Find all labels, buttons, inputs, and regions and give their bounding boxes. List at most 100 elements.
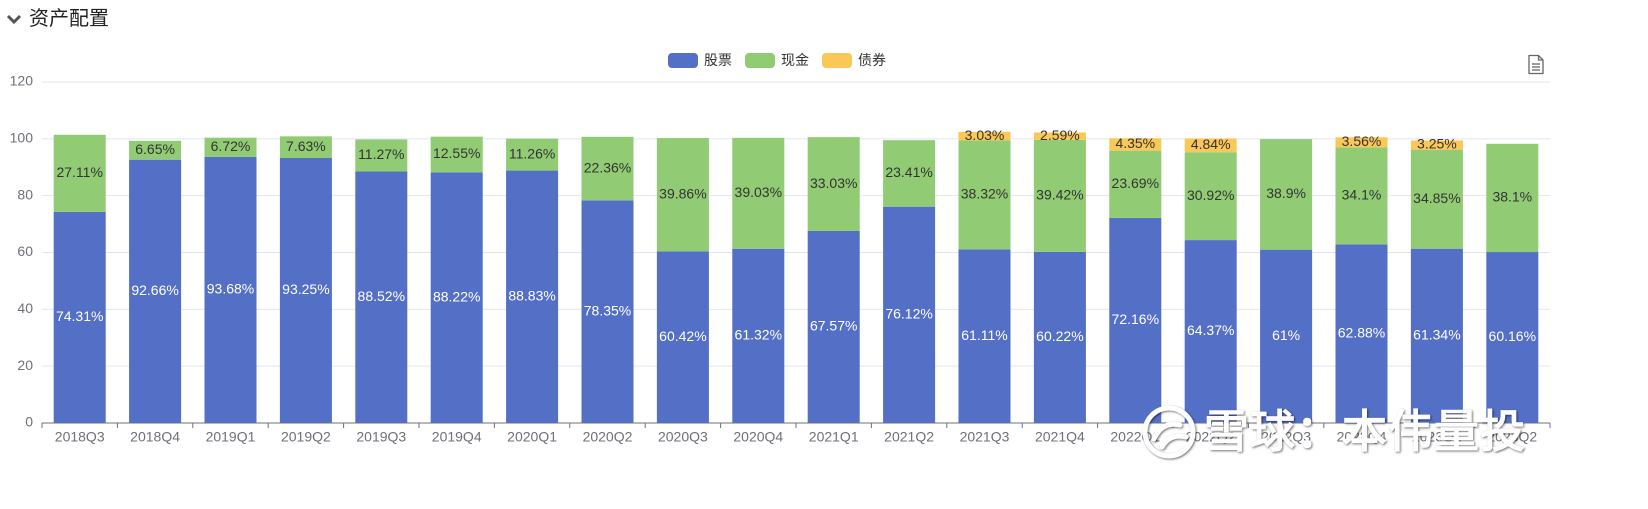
bar-segment[interactable] xyxy=(279,136,332,159)
x-tick-label: 2020Q2 xyxy=(583,429,633,445)
data-label: 34.1% xyxy=(1342,187,1382,203)
data-label: 3.03% xyxy=(965,127,1005,143)
data-label: 78.35% xyxy=(584,302,631,318)
legend-item-bonds[interactable]: 债券 xyxy=(822,51,886,69)
bar-segment[interactable] xyxy=(1410,140,1463,150)
x-tick-label: 2020Q4 xyxy=(733,429,783,445)
bar-segment[interactable] xyxy=(355,171,408,423)
data-labels: 74.31% 27.11% 92.66% 6.65% 93.68% 6.72% 93.25%… xyxy=(56,127,1536,344)
y-tick-label: 20 xyxy=(17,357,33,373)
x-tick-label: 2021Q1 xyxy=(809,429,859,445)
bar-segment[interactable] xyxy=(1109,138,1162,151)
bar-segment[interactable] xyxy=(656,251,709,423)
bar-segment[interactable] xyxy=(1410,149,1463,249)
bar-segment[interactable] xyxy=(1184,152,1237,241)
legend-item-stocks[interactable]: 股票 xyxy=(668,51,732,69)
data-label: 67.57% xyxy=(810,318,857,334)
legend-label: 现金 xyxy=(781,52,809,68)
data-label: 23.69% xyxy=(1112,175,1159,191)
bar-segment[interactable] xyxy=(883,140,936,207)
legend-swatch xyxy=(822,52,852,68)
document-icon[interactable] xyxy=(1526,54,1546,75)
x-tick-label: 2020Q1 xyxy=(507,429,557,445)
x-tick-label: 2022Q4 xyxy=(1337,429,1387,445)
bar-segment[interactable] xyxy=(732,137,785,249)
data-label: 22.36% xyxy=(584,159,631,175)
bar-segment[interactable] xyxy=(1184,240,1237,423)
bar-segment[interactable] xyxy=(807,230,860,423)
bar-segment[interactable] xyxy=(430,172,483,423)
x-tick-label: 2018Q4 xyxy=(130,429,180,445)
bar-segment[interactable] xyxy=(1410,248,1463,423)
bar-segment[interactable] xyxy=(807,137,860,231)
data-label: 61.11% xyxy=(961,327,1007,343)
bar-segment[interactable] xyxy=(1260,249,1313,423)
data-label: 27.11% xyxy=(56,164,102,180)
bar-segment[interactable] xyxy=(656,138,709,252)
data-label: 39.42% xyxy=(1036,187,1083,203)
bar-segment[interactable] xyxy=(958,140,1011,250)
x-tick-label: 2019Q2 xyxy=(281,429,331,445)
bar-segment[interactable] xyxy=(1109,217,1162,423)
bar-segment[interactable] xyxy=(1335,147,1388,245)
x-tick-label: 2022Q1 xyxy=(1110,429,1160,445)
bar-segment[interactable] xyxy=(279,158,332,423)
bar-segment[interactable] xyxy=(1335,244,1388,423)
data-label: 30.92% xyxy=(1187,187,1234,203)
grid-lines xyxy=(42,81,1550,367)
bar-segment[interactable] xyxy=(958,249,1011,423)
data-label: 34.85% xyxy=(1413,190,1460,206)
bar-segment[interactable] xyxy=(958,131,1011,141)
bar-segment[interactable] xyxy=(581,136,634,201)
bar-segment[interactable] xyxy=(581,200,634,423)
bar-segment[interactable] xyxy=(1486,143,1539,253)
data-label: 72.16% xyxy=(1112,311,1159,327)
data-label: 11.26% xyxy=(509,145,555,161)
bar-segment[interactable] xyxy=(1109,150,1162,218)
bar-segment[interactable] xyxy=(204,156,257,423)
bar-segment[interactable] xyxy=(53,211,106,423)
bar-segment[interactable] xyxy=(1260,139,1313,250)
x-tick-label: 2022Q3 xyxy=(1261,429,1311,445)
section-header[interactable]: 资产配置 xyxy=(6,6,109,32)
data-label: 88.22% xyxy=(433,288,480,304)
legend-swatch xyxy=(745,52,775,68)
bar-segment[interactable] xyxy=(1335,137,1388,148)
data-label: 93.68% xyxy=(207,281,254,297)
y-tick-label: 80 xyxy=(17,186,33,202)
chevron-down-icon[interactable] xyxy=(6,11,22,27)
data-label: 38.9% xyxy=(1266,185,1306,201)
bar-segment[interactable] xyxy=(53,134,106,212)
y-tick-label: 40 xyxy=(17,300,33,316)
data-label: 92.66% xyxy=(131,282,178,298)
bar-segment[interactable] xyxy=(883,206,936,423)
data-label: 64.37% xyxy=(1187,322,1234,338)
data-view-button[interactable] xyxy=(1526,54,1546,75)
bar-segment[interactable] xyxy=(506,170,559,423)
bar-segment[interactable] xyxy=(1033,251,1086,423)
data-label: 38.1% xyxy=(1492,189,1532,205)
x-tick-label: 2018Q3 xyxy=(55,429,105,445)
y-tick-label: 60 xyxy=(17,243,33,259)
data-label: 2.59% xyxy=(1040,127,1080,143)
legend-item-cash[interactable]: 现金 xyxy=(745,51,809,69)
bar-segment[interactable] xyxy=(430,136,483,173)
bar-segment[interactable] xyxy=(129,140,182,160)
section-title: 资产配置 xyxy=(29,8,109,30)
bar-segment[interactable] xyxy=(1033,132,1086,140)
x-tick-label: 2023Q1 xyxy=(1412,429,1462,445)
bar-segment[interactable] xyxy=(1184,138,1237,153)
bar-segment[interactable] xyxy=(355,139,408,172)
data-label: 3.25% xyxy=(1417,136,1457,152)
data-label: 4.35% xyxy=(1115,135,1155,151)
data-label: 3.56% xyxy=(1342,133,1382,149)
bar-segment[interactable] xyxy=(732,248,785,423)
bar-segment[interactable] xyxy=(129,159,182,423)
data-label: 11.27% xyxy=(358,146,404,162)
bar-segment[interactable] xyxy=(204,137,257,157)
bars xyxy=(53,131,1539,423)
bar-segment[interactable] xyxy=(1486,252,1539,423)
bar-segment[interactable] xyxy=(506,138,559,171)
bar-segment[interactable] xyxy=(1033,139,1086,252)
